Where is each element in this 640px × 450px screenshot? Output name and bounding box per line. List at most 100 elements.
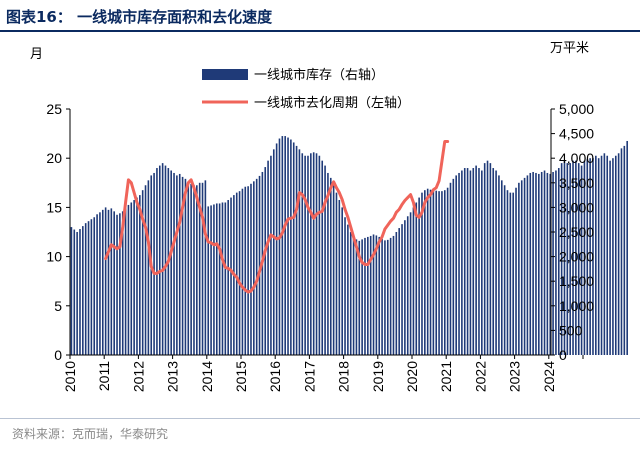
inventory-bar (301, 153, 304, 355)
inventory-bar (606, 155, 609, 355)
inventory-bar (190, 183, 192, 355)
inventory-bar (481, 170, 483, 355)
inventory-bar (429, 189, 432, 355)
inventory-bar (612, 158, 614, 355)
inventory-bar (292, 142, 295, 355)
inventory-bar (127, 204, 130, 355)
inventory-bar (93, 217, 96, 355)
inventory-bar (495, 170, 497, 355)
inventory-bar (406, 216, 409, 355)
inventory-bar (478, 168, 480, 355)
inventory-bar (472, 168, 475, 355)
inventory-bar (136, 197, 138, 355)
inventory-bar (184, 178, 187, 355)
right-axis-tick-label: 0 (559, 347, 567, 363)
inventory-bar (79, 229, 81, 355)
x-axis-tick-label: 2016 (267, 361, 283, 392)
axes: 0 5 10 15 20 25 0 500 1,000 1,500 2,000 2,500 3,000 3… (46, 101, 594, 392)
inventory-bar (384, 240, 386, 355)
inventory-bars (70, 136, 628, 355)
inventory-bar (147, 180, 150, 355)
inventory-bar (375, 235, 378, 355)
inventory-bar (463, 168, 466, 355)
inventory-bar (395, 232, 398, 355)
inventory-bar (181, 176, 184, 355)
inventory-bar (161, 163, 164, 355)
inventory-bar (617, 153, 620, 355)
inventory-bar (278, 138, 281, 355)
inventory-bar (412, 207, 415, 355)
inventory-bar (196, 185, 198, 355)
inventory-bar (335, 192, 338, 355)
combo-chart: 0 5 10 15 20 25 0 500 1,000 1,500 2,000 2,500 3,000 3… (30, 41, 628, 392)
inventory-bar (603, 153, 606, 355)
inventory-bar (575, 160, 577, 355)
inventory-bar (321, 160, 324, 355)
inventory-bar (609, 160, 611, 355)
inventory-bar (546, 172, 549, 355)
legend-inventory-swatch (202, 69, 248, 80)
inventory-bar (255, 178, 258, 355)
inventory-bar (563, 160, 566, 355)
inventory-bar (201, 182, 204, 355)
inventory-bar (210, 205, 212, 355)
inventory-bar (614, 155, 617, 355)
inventory-bar (87, 221, 90, 355)
inventory-bar (506, 190, 509, 355)
inventory-bar (130, 202, 133, 355)
inventory-bar (555, 170, 557, 355)
left-axis-unit: 月 (30, 47, 43, 62)
inventory-bar (592, 158, 594, 355)
chart-title: 图表16： 一线城市库存面积和去化速度 (6, 8, 273, 26)
inventory-bar (361, 239, 363, 355)
inventory-bar (500, 180, 503, 355)
right-axis-tick-label: 4,500 (559, 126, 594, 142)
legend: 一线城市库存（右轴） 一线城市去化周期（左轴） (202, 67, 410, 111)
inventory-bar (318, 155, 321, 355)
right-axis-tick-label: 1,000 (559, 298, 594, 314)
inventory-bar (509, 192, 512, 355)
inventory-bar (597, 158, 600, 355)
right-axis-tick-label: 2,000 (559, 249, 594, 265)
inventory-bar (404, 220, 406, 355)
inventory-bar (198, 182, 201, 355)
inventory-bar (401, 224, 403, 355)
inventory-bar (124, 208, 127, 355)
inventory-bar (458, 172, 460, 355)
inventory-bar (264, 167, 267, 355)
inventory-bar (178, 173, 181, 355)
title-bar: 图表16： 一线城市库存面积和去化速度 (0, 0, 640, 32)
inventory-bar (441, 191, 443, 355)
inventory-bar (324, 165, 326, 355)
inventory-bar (82, 226, 84, 355)
inventory-bar (76, 232, 78, 355)
inventory-bar (583, 160, 586, 355)
right-axis-tick-label: 2,500 (559, 224, 594, 240)
inventory-bar (443, 190, 446, 355)
inventory-bar (104, 207, 107, 355)
right-axis-tick-label: 3,000 (559, 199, 594, 215)
inventory-bar (113, 211, 115, 355)
inventory-bar (623, 145, 626, 355)
inventory-bar (364, 237, 366, 355)
inventory-bar (526, 175, 529, 355)
inventory-bar (535, 172, 537, 355)
inventory-bar (538, 173, 540, 355)
inventory-bar (367, 236, 369, 355)
inventory-bar (503, 185, 506, 355)
right-axis-tick-label: 5,000 (559, 101, 594, 117)
inventory-bar (312, 152, 315, 355)
inventory-bar (329, 177, 332, 355)
inventory-bar (238, 191, 241, 355)
inventory-bar (90, 219, 93, 355)
inventory-bar (270, 155, 272, 355)
inventory-bar (569, 163, 571, 355)
inventory-bar (469, 170, 472, 355)
inventory-bar (287, 137, 289, 355)
inventory-bar (432, 190, 435, 355)
inventory-bar (577, 163, 580, 355)
source-note: 资料来源：克而瑞，华泰研究 (12, 427, 169, 441)
inventory-bar (532, 171, 534, 355)
inventory-bar (341, 207, 343, 355)
inventory-bar (557, 168, 560, 355)
